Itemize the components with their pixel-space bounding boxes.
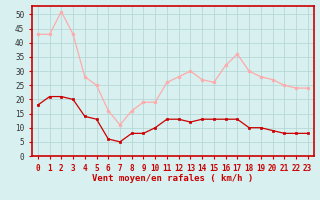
X-axis label: Vent moyen/en rafales ( km/h ): Vent moyen/en rafales ( km/h ) [92, 174, 253, 183]
